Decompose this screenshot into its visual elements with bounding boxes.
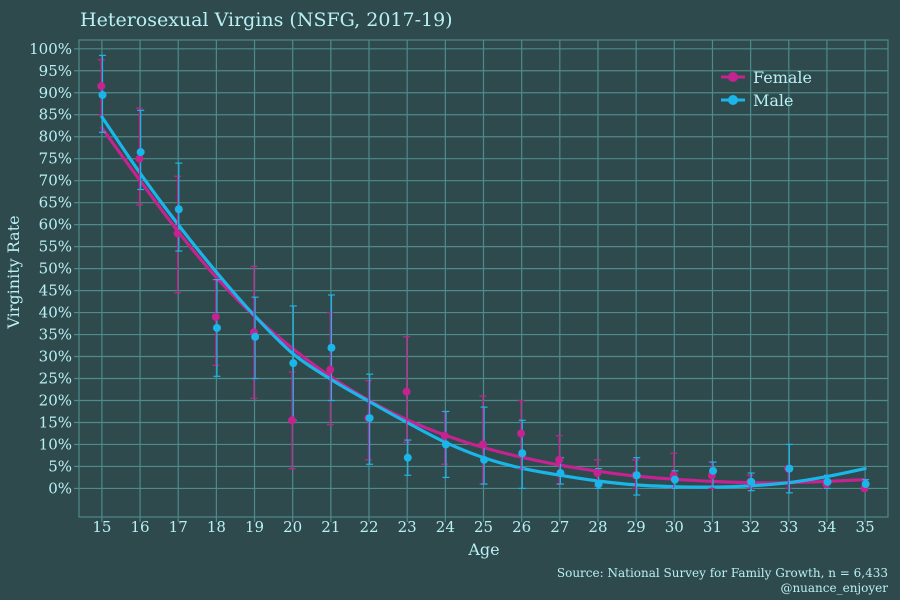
x-tick-label: 31 xyxy=(703,518,722,536)
point-male xyxy=(823,477,832,486)
y-tick-label: 50% xyxy=(39,260,72,278)
x-tick-label: 28 xyxy=(588,518,607,536)
y-tick-label: 25% xyxy=(39,370,72,388)
point-male xyxy=(289,359,298,368)
y-tick-label: 80% xyxy=(39,128,72,146)
x-tick-label: 29 xyxy=(627,518,646,536)
y-tick-label: 20% xyxy=(39,391,72,409)
x-tick-label: 27 xyxy=(550,518,569,536)
x-tick-label: 15 xyxy=(92,518,111,536)
point-female xyxy=(288,416,297,425)
point-female xyxy=(478,440,487,449)
legend-label: Male xyxy=(753,91,794,110)
credit-note: @nuance_enjoyer xyxy=(780,581,888,595)
point-female xyxy=(440,431,449,440)
x-tick-label: 32 xyxy=(741,518,760,536)
x-tick-label: 18 xyxy=(207,518,226,536)
x-tick-label: 17 xyxy=(169,518,188,536)
x-tick-label: 26 xyxy=(512,518,531,536)
x-tick-label: 25 xyxy=(474,518,493,536)
point-female xyxy=(326,365,335,374)
y-tick-label: 85% xyxy=(39,106,72,124)
source-note: Source: National Survey for Family Growt… xyxy=(557,566,888,580)
legend: Female Male xyxy=(721,68,812,110)
y-tick-label: 100% xyxy=(29,40,72,58)
y-tick-label: 30% xyxy=(39,348,72,366)
x-tick-label: 16 xyxy=(131,518,150,536)
y-tick-label: 70% xyxy=(39,172,72,190)
point-female xyxy=(173,229,182,238)
point-male xyxy=(212,323,221,332)
y-tick-label: 65% xyxy=(39,194,72,212)
x-tick-label: 30 xyxy=(665,518,684,536)
x-tick-label: 21 xyxy=(321,518,340,536)
y-tick-label: 40% xyxy=(39,304,72,322)
point-female xyxy=(593,469,602,478)
point-male xyxy=(98,90,107,99)
point-male xyxy=(709,466,718,475)
grid-lines xyxy=(78,39,889,518)
y-tick-label: 90% xyxy=(39,84,72,102)
x-axis-ticks: 15 16 17 18 19 20 21 22 23 24 25 26 27 28 29 30 31 32 33 34… xyxy=(92,517,875,536)
y-tick-label: 35% xyxy=(39,326,72,344)
x-tick-label: 20 xyxy=(283,518,302,536)
y-tick-label: 0% xyxy=(48,479,72,497)
point-male xyxy=(327,343,336,352)
point-male xyxy=(251,332,260,341)
x-tick-label: 33 xyxy=(779,518,798,536)
point-male xyxy=(670,475,679,484)
point-male xyxy=(632,471,641,480)
point-male xyxy=(403,453,412,462)
point-male xyxy=(594,480,603,489)
point-male xyxy=(136,148,145,157)
point-female xyxy=(555,455,564,464)
point-male xyxy=(785,464,794,473)
point-male xyxy=(480,455,489,464)
point-male xyxy=(861,480,870,489)
legend-swatch-dot xyxy=(728,72,738,82)
y-axis-ticks: 0% 5% 10% 15% 20% 25% 30% 35% 40% 45% 50% 55% 60% 65%… xyxy=(29,40,79,497)
chart-title: Heterosexual Virgins (NSFG, 2017-19) xyxy=(80,9,453,31)
legend-swatch-dot xyxy=(728,95,738,105)
point-female xyxy=(97,82,106,91)
y-tick-label: 10% xyxy=(39,435,72,453)
y-axis-label: Virginity Rate xyxy=(4,215,23,329)
data-points xyxy=(97,82,870,493)
x-axis-label: Age xyxy=(467,540,499,559)
point-male xyxy=(174,205,183,214)
point-male xyxy=(518,449,527,458)
y-tick-label: 55% xyxy=(39,238,72,256)
point-female xyxy=(211,312,220,321)
point-female xyxy=(517,429,526,438)
y-tick-label: 95% xyxy=(39,62,72,80)
x-tick-label: 35 xyxy=(856,518,875,536)
y-tick-label: 45% xyxy=(39,282,72,300)
point-male xyxy=(441,440,450,449)
point-male xyxy=(747,477,756,486)
y-tick-label: 75% xyxy=(39,150,72,168)
x-tick-label: 19 xyxy=(245,518,264,536)
point-male xyxy=(365,414,374,423)
x-tick-label: 23 xyxy=(398,518,417,536)
y-tick-label: 60% xyxy=(39,216,72,234)
legend-label: Female xyxy=(753,68,812,87)
point-female xyxy=(135,154,144,163)
x-tick-label: 34 xyxy=(817,518,836,536)
point-female xyxy=(402,387,411,396)
y-tick-label: 5% xyxy=(48,457,72,475)
x-tick-label: 22 xyxy=(359,518,378,536)
x-tick-label: 24 xyxy=(436,518,455,536)
point-male xyxy=(556,469,565,478)
y-tick-label: 15% xyxy=(39,413,72,431)
